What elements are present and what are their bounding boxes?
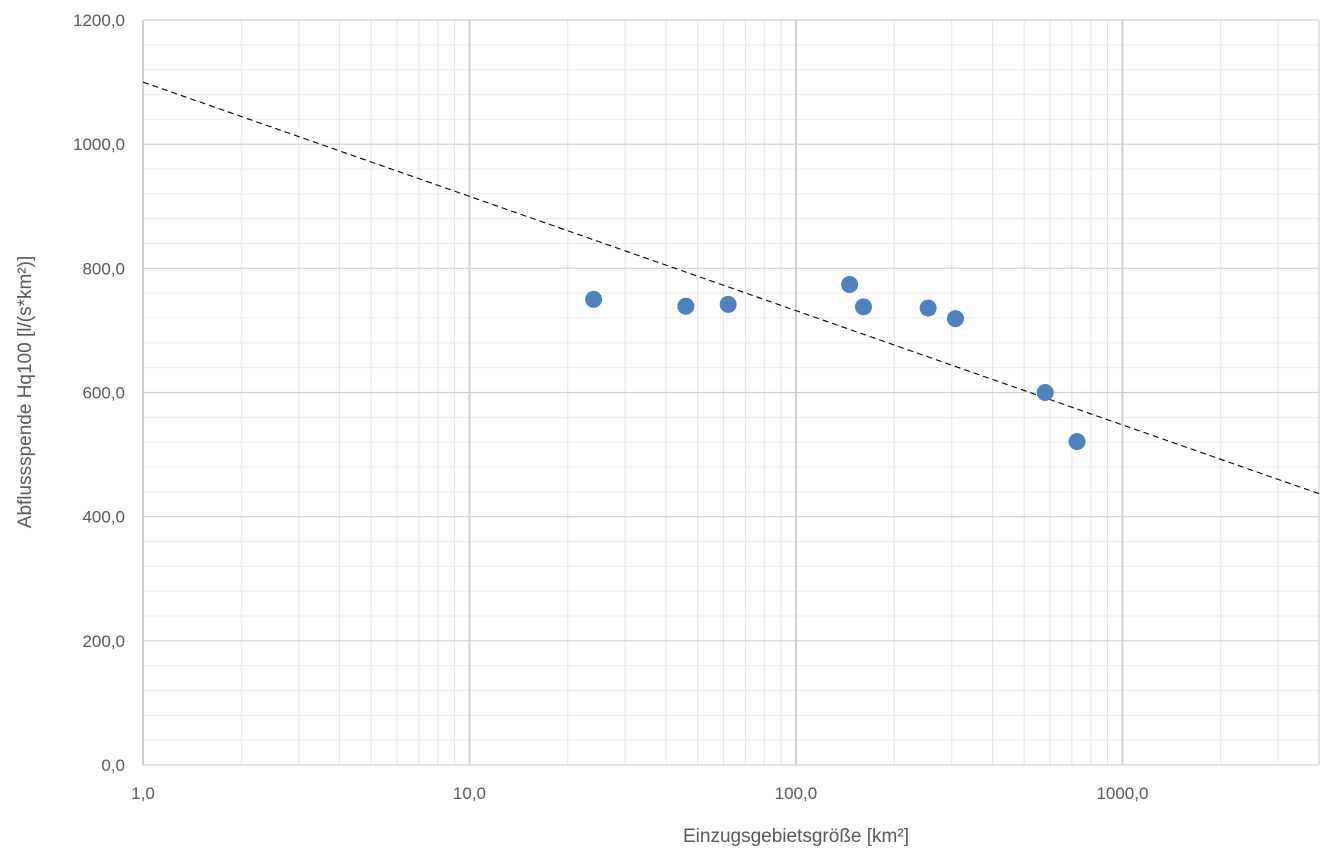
x-axis-tick-labels: 1,0 10,0 100,0 1000,0 [131, 784, 1148, 803]
y-tick-label: 600,0 [82, 384, 125, 403]
data-point [677, 297, 695, 315]
x-tick-label: 100,0 [775, 784, 818, 803]
x-tick-label: 1000,0 [1096, 784, 1148, 803]
y-tick-label: 200,0 [82, 632, 125, 651]
y-tick-label: 1000,0 [73, 135, 125, 154]
data-point [719, 295, 737, 313]
x-axis-title: Einzugsgebietsgröße [km²] [683, 826, 909, 847]
y-axis-title: Abflussspende Hq100 [l/(s*km²)] [15, 256, 36, 528]
data-point [1068, 433, 1086, 451]
data-point [946, 310, 964, 328]
data-point [919, 299, 937, 317]
trendline-layer [142, 81, 1320, 495]
y-tick-label: 0,0 [101, 756, 125, 775]
data-point [841, 275, 859, 293]
x-tick-label: 10,0 [453, 784, 486, 803]
y-axis-tick-labels: 0,0 200,0 400,0 600,0 800,0 1000,0 1200,0 [73, 11, 125, 775]
y-tick-label: 1200,0 [73, 11, 125, 30]
x-tick-label: 1,0 [131, 784, 155, 803]
major-gridlines [142, 19, 1320, 766]
y-tick-label: 800,0 [82, 259, 125, 278]
data-point [1036, 384, 1054, 401]
data-point [854, 298, 872, 316]
data-point [585, 290, 603, 308]
trendline [142, 81, 1320, 495]
data-points [585, 275, 1086, 451]
y-tick-label: 400,0 [82, 508, 125, 527]
